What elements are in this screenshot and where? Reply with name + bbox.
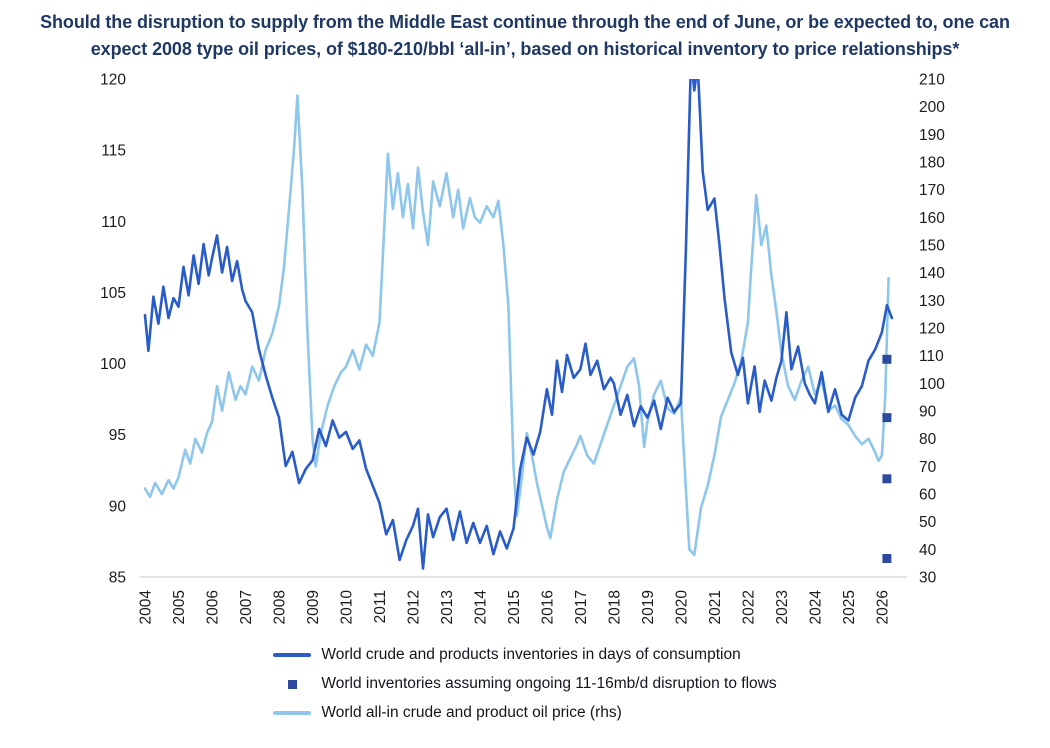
x-tick-label: 2014 [472,590,489,625]
x-tick-label: 2012 [405,590,422,624]
disruption-scenario-marker [882,413,892,423]
x-tick-label: 2026 [874,590,891,624]
legend-swatch-box [273,679,311,689]
inventories-line-swatch-icon [273,653,312,657]
x-tick-label: 2010 [338,590,355,625]
x-tick-label: 2007 [238,590,255,624]
y-right-tick-label: 150 [919,238,945,255]
x-tick-label: 2019 [640,590,657,624]
y-right-tick-label: 120 [919,321,945,338]
x-tick-label: 2016 [539,590,556,624]
legend-swatch-box [273,653,312,657]
x-tick-label: 2004 [138,590,155,625]
legend-label-inventories: World crude and products inventories in … [321,646,741,663]
disruption-square-swatch-icon [287,679,297,689]
legend-label-oil-price: World all-in crude and product oil price… [321,704,622,721]
y-right-tick-label: 80 [919,431,937,448]
y-right-tick-label: 90 [919,404,937,421]
chart-title-line-2: expect 2008 type oil prices, of $180-210… [90,39,960,59]
disruption-scenario-marker [882,354,892,364]
x-tick-label: 2020 [673,590,690,625]
x-tick-label: 2022 [740,590,757,624]
x-tick-label: 2006 [205,590,222,624]
y-left-tick-label: 85 [109,570,126,587]
y-right-tick-label: 30 [919,570,937,587]
x-tick-label: 2024 [807,590,824,625]
x-tick-label: 2005 [171,590,188,624]
disruption-scenario-marker [882,474,892,484]
y-right-tick-label: 170 [919,182,945,199]
x-tick-label: 2021 [707,590,724,624]
x-tick-label: 2013 [439,590,456,624]
x-tick-label: 2015 [506,590,523,624]
y-right-tick-label: 140 [919,265,945,282]
x-tick-label: 2011 [372,590,389,623]
legend-item-oil-price: World all-in crude and product oil price… [273,704,622,722]
x-tick-label: 2023 [774,590,791,624]
x-tick-label: 2009 [305,590,322,624]
y-right-tick-label: 160 [919,210,945,227]
y-left-tick-label: 100 [100,356,126,373]
oil-price-line-swatch-icon [273,711,312,715]
legend: World crude and products inventories in … [273,646,777,722]
legend-swatch-box [273,711,312,715]
y-left-tick-label: 115 [101,143,126,160]
oil-price-series-line [143,94,890,557]
y-right-tick-label: 200 [919,99,945,116]
y-right-tick-label: 110 [919,348,944,365]
y-left-tick-label: 105 [100,285,126,302]
y-right-tick-label: 40 [919,542,937,559]
legend-label-disruption-scenario: World inventories assuming ongoing 11-16… [321,675,777,692]
x-tick-label: 2008 [271,590,288,624]
y-right-tick-label: 100 [919,376,945,393]
y-right-tick-label: 60 [919,487,937,504]
y-left-tick-label: 95 [109,427,126,444]
x-tick-label: 2017 [573,590,590,624]
y-left-tick-label: 120 [100,72,126,89]
legend-item-inventories: World crude and products inventories in … [273,646,741,664]
y-right-tick-label: 210 [919,72,945,89]
y-right-tick-label: 50 [919,514,937,531]
y-right-tick-label: 130 [919,293,945,310]
y-right-tick-label: 190 [919,127,945,144]
x-tick-label: 2025 [841,590,858,624]
chart-title-line-1: Should the disruption to supply from the… [40,12,1010,32]
chart-title: Should the disruption to supply from the… [0,0,1050,63]
chart-canvas: 85 90 95 100 105 110 115 120 30 40 50 60 70 80 90 100 11… [100,72,945,625]
y-right-tick-label: 180 [919,155,945,172]
legend-item-disruption-scenario: World inventories assuming ongoing 11-16… [273,675,777,693]
disruption-scenario-marker [882,554,892,564]
y-left-tick-label: 110 [101,214,126,231]
inventories-series-line [143,79,894,570]
y-left-tick-label: 90 [109,498,127,515]
y-right-tick-label: 70 [919,459,937,476]
x-tick-label: 2018 [606,590,623,624]
